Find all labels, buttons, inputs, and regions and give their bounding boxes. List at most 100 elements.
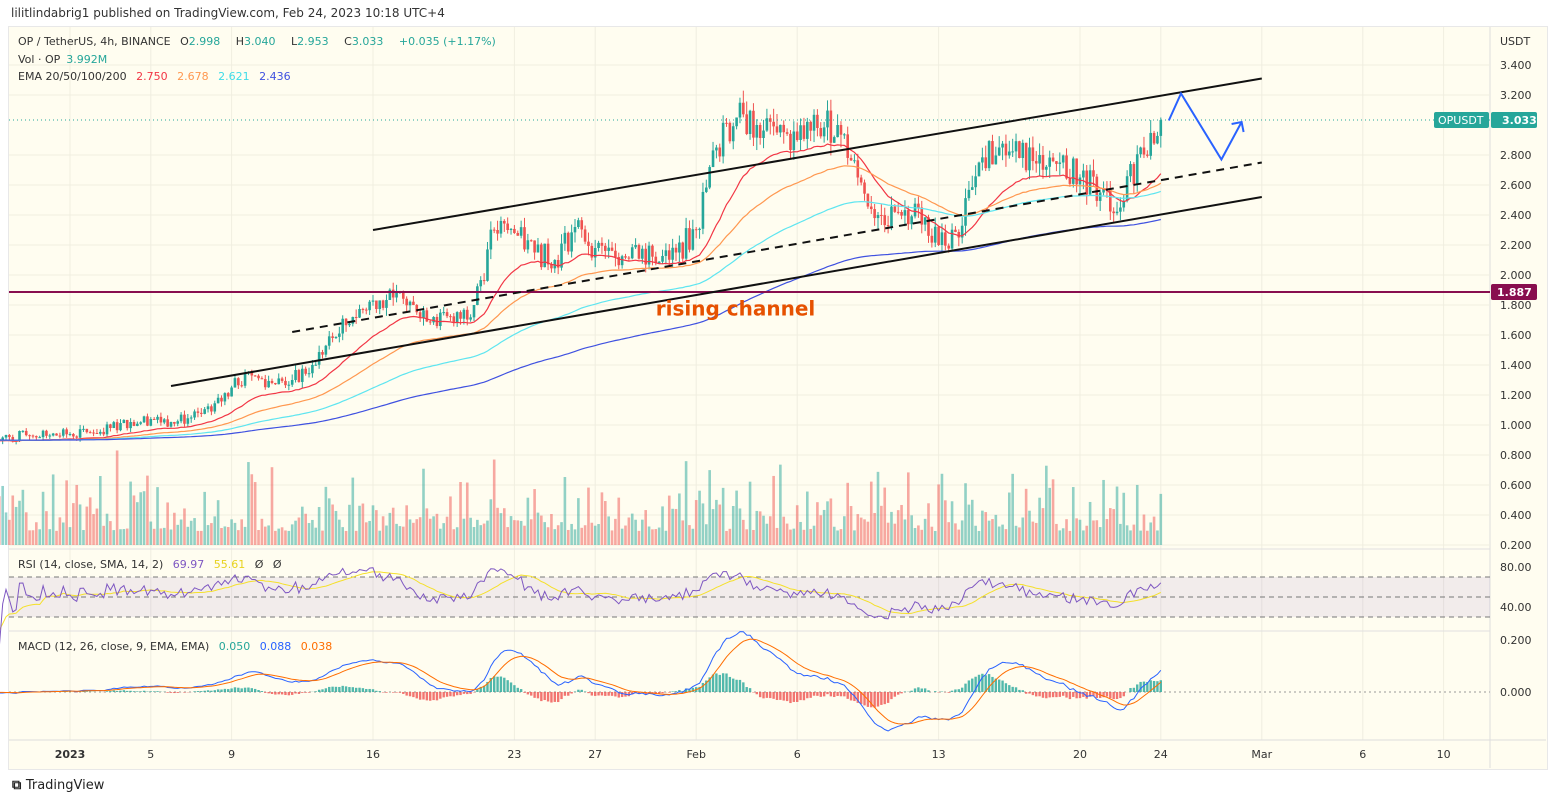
volume-bar	[294, 520, 297, 545]
macd-histogram-bar	[920, 688, 923, 692]
candle-body	[166, 419, 169, 427]
candle-body	[297, 370, 301, 382]
macd-histogram-bar	[1031, 692, 1035, 696]
macd-tick: 0.200	[1500, 634, 1532, 647]
candle-body	[290, 380, 294, 385]
volume-bar	[196, 530, 200, 545]
volume-bar	[1122, 492, 1126, 545]
candle-body	[869, 206, 873, 210]
volume-bar	[748, 481, 752, 545]
macd-label[interactable]: MACD (12, 26, close, 9, EMA, EMA)	[18, 640, 210, 653]
candle-body	[768, 118, 772, 122]
candle-body	[445, 312, 449, 317]
volume-bar	[1034, 522, 1038, 545]
volume-bar	[630, 513, 634, 545]
volume-bar	[1051, 479, 1055, 545]
volume-bar	[489, 499, 493, 545]
macd-histogram-bar	[974, 676, 977, 692]
volume-value: 3.992M	[66, 53, 108, 66]
candle-body	[1142, 147, 1146, 155]
tradingview-footer[interactable]: ⧉ TradingView	[12, 778, 104, 793]
candle-body	[785, 132, 789, 134]
macd-histogram-bar	[1085, 692, 1088, 699]
volume-bar	[152, 528, 156, 545]
volume-bar	[304, 513, 307, 545]
macd-histogram-bar	[947, 692, 950, 693]
macd-histogram-bar	[516, 687, 519, 692]
volume-bar	[220, 528, 223, 545]
candle-body	[674, 247, 678, 253]
macd-histogram-bar	[1139, 681, 1142, 692]
macd-histogram-bar	[105, 691, 109, 692]
candle-body	[206, 406, 210, 410]
price-tick: 2.600	[1500, 179, 1532, 192]
volume-bar	[1105, 519, 1109, 545]
rsi-label[interactable]: RSI (14, close, SMA, 14, 2)	[18, 558, 164, 571]
rsi-na-1: Ø	[254, 558, 264, 571]
chart-frame[interactable]	[8, 26, 1548, 770]
macd-histogram-bar	[1014, 687, 1018, 692]
macd-histogram-bar	[998, 679, 1001, 692]
candle-body	[263, 379, 267, 388]
macd-histogram-bar	[213, 690, 216, 692]
candle-body	[472, 305, 476, 318]
volume-bar	[674, 508, 678, 545]
candle-body	[701, 191, 705, 229]
ema-label[interactable]: EMA 20/50/100/200	[18, 70, 127, 83]
macd-histogram-bar	[395, 692, 398, 693]
macd-histogram-bar	[348, 687, 351, 692]
level-tag	[1491, 283, 1537, 300]
price-tick: 0.400	[1500, 509, 1532, 522]
volume-bar	[435, 513, 439, 545]
candle-body	[566, 232, 570, 252]
volume-bar	[11, 495, 15, 545]
candle-body	[795, 131, 799, 140]
volume-bar	[806, 491, 809, 545]
macd-histogram-bar	[654, 692, 657, 694]
candle-body	[1031, 147, 1035, 162]
candle-body	[657, 261, 661, 263]
volume-bar	[156, 487, 159, 545]
volume-legend: Vol · OP 3.992M	[18, 53, 113, 66]
candle-body	[1071, 158, 1075, 184]
candle-body	[1129, 164, 1132, 177]
candle-body	[550, 264, 553, 269]
macd-histogram-bar	[136, 691, 139, 692]
macd-histogram-bar	[398, 692, 402, 693]
symbol-title[interactable]: OP / TetherUS, 4h, BINANCE	[18, 35, 171, 48]
volume-bar	[967, 504, 971, 545]
macd-histogram-bar	[833, 692, 836, 698]
volume-bar	[402, 526, 405, 545]
candle-body	[280, 378, 284, 381]
price-tick: 1.800	[1500, 299, 1532, 312]
candle-body	[991, 141, 994, 165]
volume-bar	[772, 475, 775, 545]
volume-bar	[92, 514, 95, 545]
time-tick: 23	[507, 748, 521, 761]
candle-body	[462, 309, 466, 319]
candle-body	[41, 430, 45, 438]
volume-bar	[1038, 497, 1041, 545]
volume-bar	[856, 514, 860, 545]
macd-histogram-bar	[809, 692, 812, 698]
volume-bar	[267, 525, 270, 545]
volume-bar	[795, 505, 799, 545]
volume-bar	[836, 530, 839, 545]
volume-bar	[661, 506, 664, 545]
macd-histogram-bar	[1152, 680, 1156, 692]
volume-label[interactable]: Vol · OP	[18, 53, 61, 66]
volume-bar	[442, 523, 445, 545]
volume-bar	[482, 523, 486, 545]
volume-bar	[994, 514, 998, 545]
volume-bar	[358, 505, 361, 545]
macd-histogram-bar	[321, 689, 324, 692]
volume-bar	[768, 516, 772, 545]
candle-body	[179, 414, 183, 422]
candle-body	[156, 416, 159, 420]
volume-bar	[930, 526, 934, 545]
price-tick: 0.800	[1500, 449, 1532, 462]
candle-body	[88, 432, 92, 434]
candle-body	[428, 321, 432, 323]
price-tick: 2.400	[1500, 209, 1532, 222]
